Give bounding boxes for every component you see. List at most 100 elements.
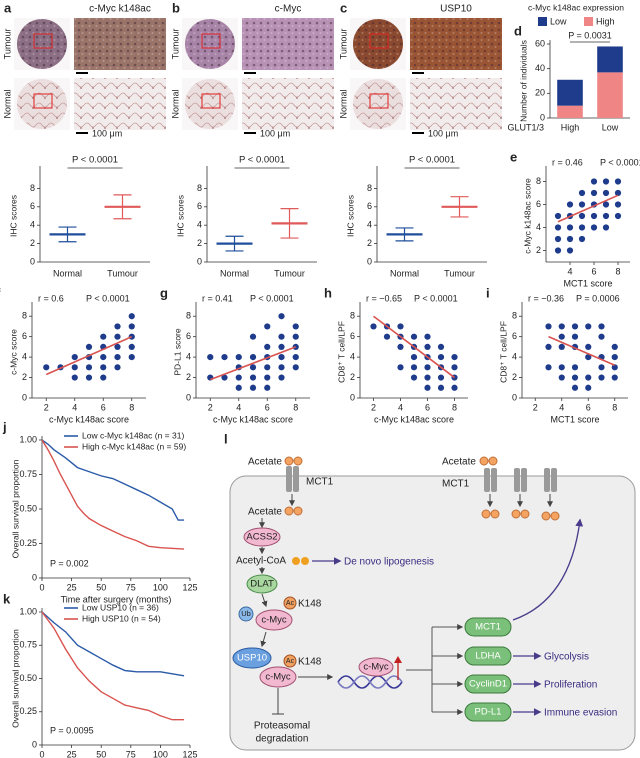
panel-letter: g [160,285,168,300]
point [437,343,445,350]
node-label: LDHA [475,651,501,662]
y-tick-label: 8 [30,183,35,193]
point [578,212,586,220]
y-axis-label: IHC scores [175,195,185,237]
annotation: P = 0.0006 [576,293,620,303]
zoom-texture [410,18,502,70]
point [451,364,458,371]
point [545,343,552,350]
point [424,364,431,371]
point [292,364,299,371]
x-tick-label: 2 [533,402,538,412]
point [249,333,257,340]
acetate-icon [284,456,294,466]
point [249,354,257,361]
point [598,323,605,330]
image-title: c-Myc k148ac [89,4,151,15]
x-axis-label: c-Myc k148ac score [49,414,129,424]
y-tick-label: 2 [197,238,202,248]
legend-label: Low c-Myc k148ac (n = 31) [82,430,184,440]
point [397,323,404,330]
point [424,333,431,340]
y-tick-label: 6 [512,331,517,341]
point [566,235,574,243]
y-tick-label: 4 [186,351,191,361]
point [114,323,121,330]
annotation: r = 0.41 [202,293,233,303]
x-tick-label: Tumour [274,268,305,278]
point [71,364,78,371]
x-tick-label: High [561,122,580,132]
arrow [260,631,267,648]
panel-letter: i [486,285,490,300]
point [85,343,93,350]
branch-arrows [406,624,464,715]
trend-line [209,346,297,381]
point [554,247,562,254]
point [571,333,579,340]
node-label: c-Myc [265,672,291,683]
point [578,224,586,231]
y-tick-label: 0 [30,256,35,266]
point [558,364,565,371]
y-tick-label: 6 [367,201,372,211]
point [292,354,299,361]
chart-title: c-Myc k148ac expression [528,2,624,12]
bar-segment [597,46,623,73]
x-axis-label: c-Myc k148ac score [213,414,293,424]
point [545,323,552,330]
row-label: Tumour [170,29,180,60]
point [578,235,586,243]
acetate-icon [284,506,294,516]
point [397,343,404,350]
transporter [293,466,299,492]
point [383,333,391,340]
point [554,235,562,243]
node-label: Proliferation [544,680,597,691]
point [292,323,299,330]
x-tick-label: Tumour [107,268,138,278]
y-tick-label: 2 [512,372,517,382]
y-axis-label: IHC scores [8,195,18,237]
x-tick-label: 4 [236,402,241,412]
row-label: Normal [2,89,12,118]
point [585,354,592,361]
node-label: c-Myc [363,662,389,673]
point [221,374,228,381]
x-tick-label: 25 [67,582,77,592]
roi-box [33,93,53,109]
legend-label: High [596,16,615,26]
point [578,201,586,208]
cell [229,475,636,751]
node-label: PD-L1 [475,707,502,718]
point [566,224,574,231]
y-tick-label: 0.25 [19,538,37,548]
panel-letter: c [340,0,347,15]
panel-letter: h [324,285,332,300]
survival-curve [41,439,185,550]
point [598,333,605,340]
point [128,343,135,350]
point [128,323,135,330]
x-tick-label: 8 [612,402,617,412]
y-tick-label: 4 [350,351,355,361]
point [100,354,107,361]
point [590,212,598,220]
point [264,343,271,350]
node-label: K148 [298,657,322,668]
y-axis-label: c-Myc score [8,329,18,375]
y-tick-label: 0 [32,739,37,749]
panel-letter: d [514,23,522,38]
y-tick-label: 1.00 [19,434,37,444]
node [238,606,254,622]
x-tick-label: 75 [126,582,136,592]
point [424,343,431,350]
point [558,374,565,381]
survival-curve [41,611,185,677]
node-label: MCT1 [475,622,501,633]
zoom-texture [242,18,334,70]
y-tick-label: 8 [536,176,541,186]
x-axis-label: c-Myc k148ac score [374,414,454,424]
point [571,364,579,371]
x-tick-label: 2 [371,402,376,412]
